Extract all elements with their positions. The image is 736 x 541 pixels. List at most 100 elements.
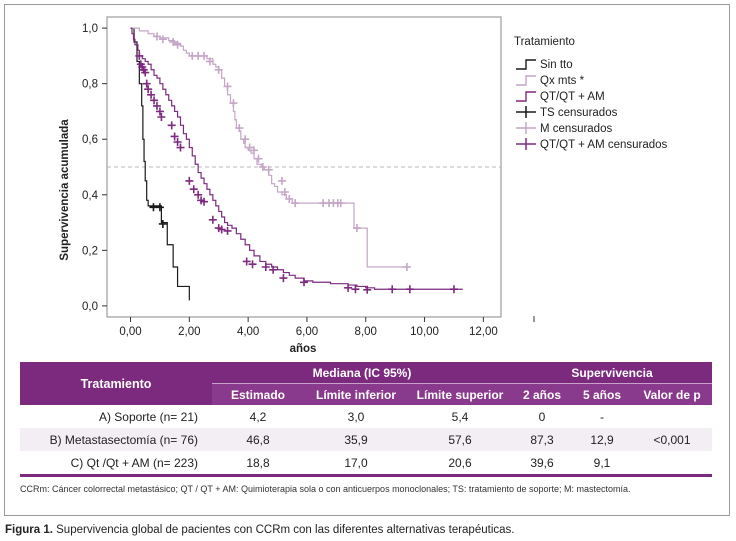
censor-mark [173, 40, 182, 49]
censor-mark [279, 274, 288, 283]
x-tick-label: 12,00 [469, 326, 498, 338]
censor-mark [158, 35, 167, 44]
series-line-0 [130, 27, 190, 301]
header-mediana: Mediana (IC 95%) [212, 362, 512, 384]
x-tick-label: 10,00 [410, 326, 439, 338]
y-tick-label: 0,4 [82, 190, 99, 202]
censor-mark [170, 132, 179, 141]
censor-mark [285, 194, 294, 203]
censor-mark [223, 82, 232, 91]
censor-mark [155, 203, 164, 212]
km-chart: 0,00 2,00 4,00 6,00 8,00 10,00 12,00 0,0 0,2 0,4 0… [59, 16, 668, 355]
censor-mark [277, 176, 286, 185]
censor-mark [208, 215, 217, 224]
cell-estimado: 46,8 [212, 428, 304, 451]
censor-mark [200, 197, 209, 206]
censor-mark [158, 219, 167, 228]
legend-cross-swatch [516, 122, 536, 134]
cell-superior: 5,4 [408, 405, 512, 428]
censor-mark [449, 285, 458, 294]
legend-label: Qx mts * [540, 75, 585, 87]
cell-inferior: 3,0 [304, 405, 408, 428]
censor-mark [248, 260, 257, 269]
censor-mark [142, 79, 151, 88]
censor-mark [141, 68, 150, 77]
legend-label: QT/QT + AM censurados [540, 139, 668, 151]
table-row: B) Metastasectomía (n= 76) 46,8 35,9 57,… [20, 428, 712, 451]
y-axis-label: Supervivencia acumulada [59, 119, 71, 261]
legend-label: M censurados [540, 123, 612, 135]
censor-mark [157, 113, 166, 121]
legend-label: QT/QT + AM [540, 91, 605, 103]
censor-mark [242, 257, 251, 266]
censor-mark [352, 224, 361, 233]
censor-mark [261, 263, 270, 271]
cell-valor-p [632, 405, 712, 428]
cell-5-anos: 12,9 [572, 428, 632, 451]
censor-mark [173, 138, 182, 146]
censor-mark [280, 188, 289, 196]
censor-mark [241, 135, 250, 144]
row-label: A) Soporte (n= 21) [20, 405, 212, 428]
censor-mark [155, 107, 164, 116]
censor-mark [147, 90, 156, 99]
header-5-anos: 5 años [572, 383, 632, 405]
cell-estimado: 4,2 [212, 405, 304, 428]
censor-mark [235, 124, 244, 133]
censor-mark [135, 51, 144, 60]
censor-mark [152, 32, 161, 41]
series-line-2 [130, 27, 463, 290]
censor-mark [194, 190, 203, 199]
cell-valor-p: <0,001 [632, 428, 712, 451]
censor-mark [176, 143, 185, 152]
censor-mark [217, 225, 226, 234]
legend-title: Tratamiento [514, 36, 575, 48]
cell-2-anos: 0 [512, 405, 572, 428]
legend-cross-swatch [516, 138, 536, 150]
x-tick-label: 6,00 [296, 326, 318, 338]
censor-mark [150, 96, 159, 105]
header-estimado: Estimado [212, 383, 304, 405]
censor-mark [245, 143, 254, 152]
censor-mark [250, 146, 259, 155]
censor-mark [185, 176, 194, 185]
cell-5-anos: 9,1 [572, 451, 632, 477]
censor-mark [169, 38, 178, 46]
legend: Tratamiento Sin tto Qx mts * QT/QT + AM TS … [514, 36, 668, 151]
cell-superior: 57,6 [408, 428, 512, 451]
header-limite-superior: Límite superior [408, 383, 512, 405]
header-tratamiento: Tratamiento [20, 362, 212, 405]
censor-mark [300, 278, 308, 287]
legend-label: Sin tto [540, 59, 573, 71]
censor-mark [189, 185, 198, 194]
censor-mark [258, 163, 267, 171]
y-tick-label: 0,2 [82, 245, 98, 257]
censor-mark [200, 51, 209, 60]
censor-mark [388, 285, 397, 294]
legend-line-swatch [516, 75, 536, 86]
y-tick-label: 0,0 [82, 301, 98, 313]
table-row: C) Qt /Qt + AM (n= 223) 18,8 17,0 20,6 3… [20, 451, 712, 477]
table-row: A) Soporte (n= 21) 4,2 3,0 5,4 0 - [20, 405, 712, 428]
censor-mark [264, 165, 273, 174]
censor-mark [205, 57, 214, 66]
figure-caption: Figura 1. Supervivencia global de pacien… [5, 524, 514, 536]
footnote: CCRm: Cáncer colorrectal metastásico; QT… [20, 484, 631, 494]
censor-mark [363, 285, 372, 294]
censor-mark [291, 199, 300, 208]
header-valor-p: Valor de p [632, 383, 712, 405]
cell-inferior: 17,0 [304, 451, 408, 477]
censor-mark [214, 65, 223, 74]
cell-superior: 20,6 [408, 451, 512, 477]
caption-label: Figura 1. [5, 524, 53, 536]
x-tick-label: 2,00 [178, 326, 200, 338]
censor-mark [402, 263, 411, 271]
censor-mark [254, 154, 263, 163]
censor-mark [167, 121, 176, 130]
censor-mark [223, 226, 232, 235]
cell-2-anos: 39,6 [512, 451, 572, 477]
series-line-1 [130, 27, 410, 268]
row-label: C) Qt /Qt + AM (n= 223) [20, 451, 212, 477]
cell-valor-p [632, 451, 712, 477]
censor-mark [269, 265, 278, 274]
